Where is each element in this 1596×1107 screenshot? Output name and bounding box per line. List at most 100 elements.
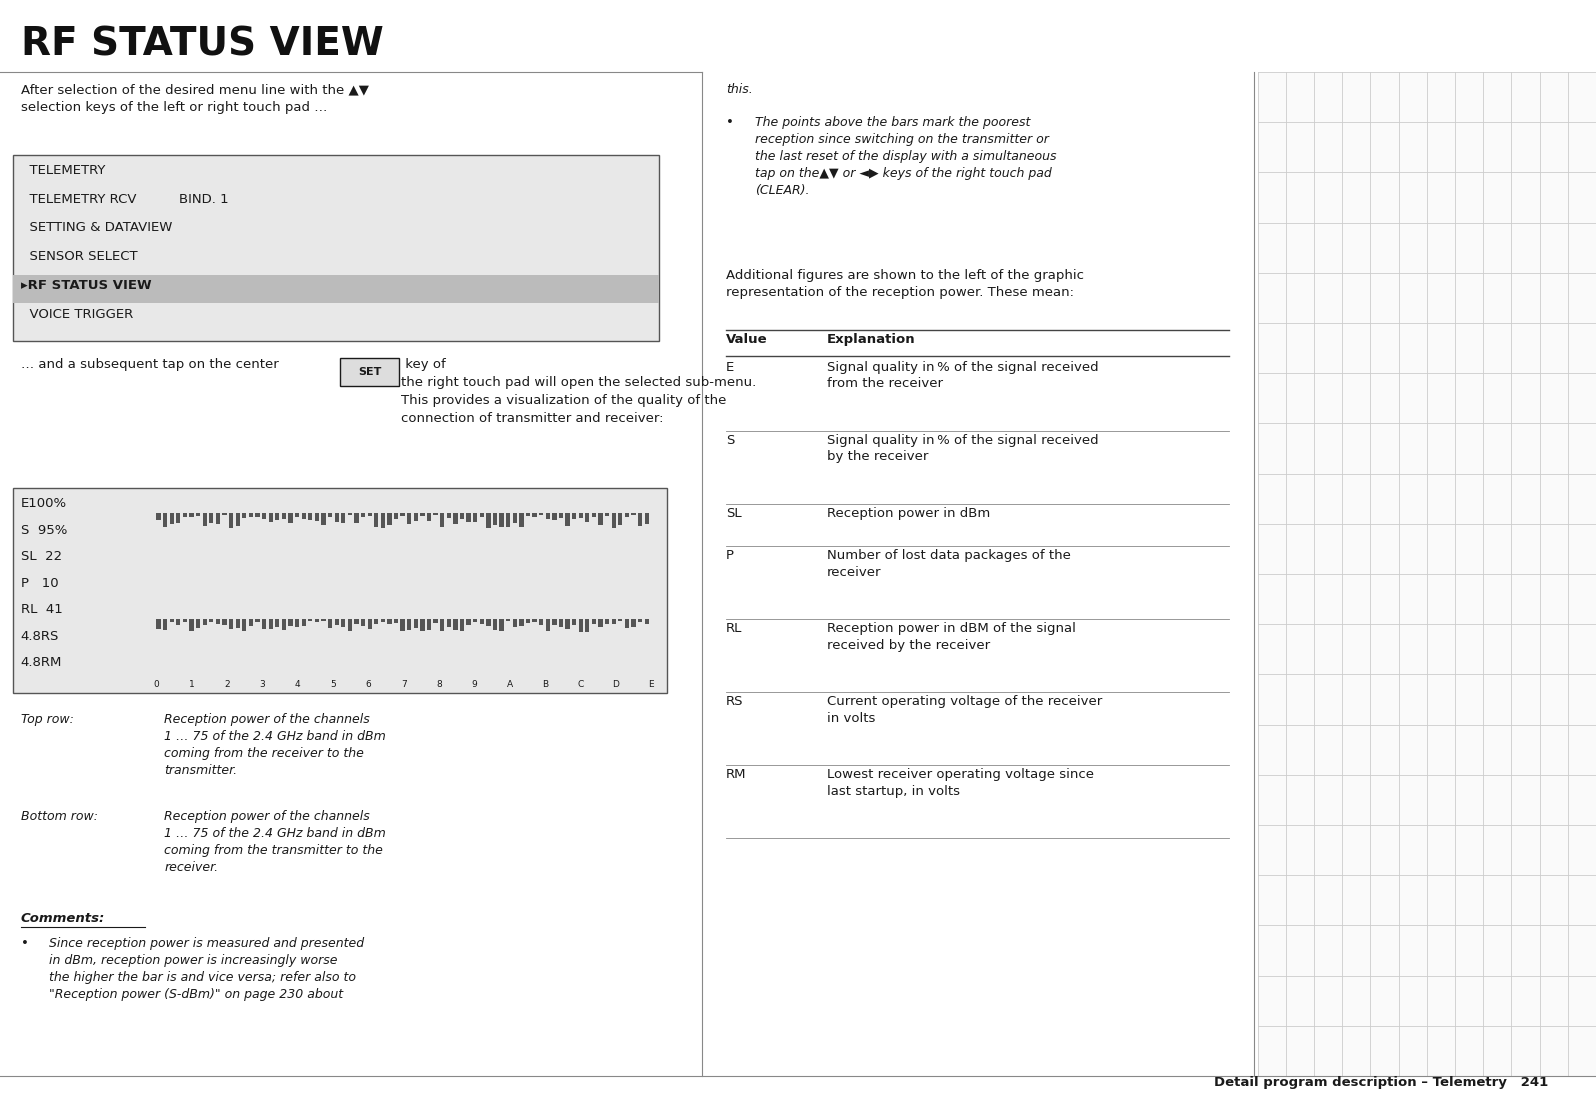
Bar — [381, 619, 385, 622]
Bar — [295, 513, 298, 517]
Bar — [373, 513, 378, 527]
Text: RL  41: RL 41 — [21, 603, 62, 617]
Text: RL: RL — [726, 622, 742, 635]
Bar — [163, 619, 168, 630]
Bar — [275, 619, 279, 628]
Bar — [466, 513, 471, 521]
Bar — [184, 619, 187, 622]
Bar — [500, 513, 504, 527]
Bar — [645, 619, 650, 624]
Bar — [440, 513, 444, 527]
Text: SENSOR SELECT: SENSOR SELECT — [21, 250, 137, 263]
Bar — [565, 619, 570, 629]
Bar — [413, 619, 418, 628]
Bar — [381, 513, 385, 528]
Text: B: B — [543, 680, 547, 689]
Bar — [525, 513, 530, 516]
Bar — [156, 619, 161, 629]
FancyBboxPatch shape — [340, 358, 399, 386]
Bar — [592, 619, 595, 624]
Bar — [268, 619, 273, 630]
Bar — [632, 619, 635, 627]
Text: RM: RM — [726, 768, 747, 782]
Bar — [579, 619, 583, 632]
Text: Reception power in dBM of the signal
received by the receiver: Reception power in dBM of the signal rec… — [827, 622, 1076, 652]
Text: SETTING & DATAVIEW: SETTING & DATAVIEW — [21, 221, 172, 235]
Bar — [434, 513, 437, 515]
Bar — [605, 619, 610, 624]
Bar — [624, 619, 629, 628]
Bar — [289, 619, 292, 627]
Text: Value: Value — [726, 333, 768, 346]
Bar — [571, 619, 576, 625]
Bar — [228, 513, 233, 528]
Text: Number of lost data packages of the
receiver: Number of lost data packages of the rece… — [827, 549, 1071, 579]
Text: this.: this. — [726, 83, 753, 96]
Bar — [413, 513, 418, 520]
Bar — [13, 275, 659, 303]
Bar — [506, 619, 511, 621]
Bar — [401, 619, 405, 631]
Bar — [533, 619, 536, 622]
Bar — [506, 513, 511, 527]
Bar — [176, 513, 180, 523]
Bar — [262, 513, 267, 519]
Bar — [401, 513, 405, 516]
Bar — [466, 619, 471, 624]
Text: Bottom row:: Bottom row: — [21, 810, 97, 824]
Bar — [203, 619, 207, 624]
Text: P: P — [726, 549, 734, 562]
Bar — [447, 619, 452, 627]
Bar — [605, 513, 610, 516]
Bar — [295, 619, 298, 627]
Bar — [632, 513, 635, 515]
Bar — [361, 619, 365, 625]
Bar — [348, 513, 353, 516]
Text: 6: 6 — [365, 680, 372, 689]
Bar — [512, 619, 517, 627]
Bar — [321, 513, 326, 525]
Text: 9: 9 — [471, 680, 477, 689]
Text: key of
the right touch pad will open the selected sub-menu.
This provides a visu: key of the right touch pad will open the… — [401, 358, 757, 425]
Bar — [275, 513, 279, 520]
Bar — [163, 513, 168, 527]
Bar — [209, 619, 214, 622]
Bar — [388, 513, 391, 526]
Bar — [586, 513, 589, 523]
Bar — [176, 619, 180, 625]
Text: Signal quality in % of the signal received
from the receiver: Signal quality in % of the signal receiv… — [827, 361, 1098, 391]
Bar — [314, 513, 319, 520]
Bar — [519, 513, 523, 527]
Bar — [420, 619, 425, 631]
Text: 8: 8 — [436, 680, 442, 689]
Bar — [184, 513, 187, 517]
Bar — [1258, 72, 1596, 1076]
Bar — [308, 513, 313, 519]
Bar — [222, 619, 227, 624]
Bar — [579, 513, 583, 518]
Bar — [209, 513, 214, 523]
Bar — [472, 513, 477, 523]
Text: SL  22: SL 22 — [21, 550, 62, 563]
Text: •: • — [726, 116, 734, 130]
Bar — [255, 619, 260, 622]
Text: RS: RS — [726, 695, 744, 708]
Bar — [361, 513, 365, 517]
Text: Reception power of the channels
1 … 75 of the 2.4 GHz band in dBm
coming from th: Reception power of the channels 1 … 75 o… — [164, 810, 386, 875]
Text: Reception power of the channels
1 … 75 of the 2.4 GHz band in dBm
coming from th: Reception power of the channels 1 … 75 o… — [164, 713, 386, 777]
Bar — [426, 619, 431, 630]
Bar — [618, 513, 622, 525]
Bar — [321, 619, 326, 621]
Bar — [354, 619, 359, 623]
Bar — [156, 513, 161, 519]
Bar — [487, 619, 490, 625]
Text: E100%: E100% — [21, 497, 67, 510]
Bar — [525, 619, 530, 623]
Bar — [453, 513, 458, 524]
Bar — [426, 513, 431, 521]
Bar — [196, 513, 200, 516]
Bar — [407, 619, 412, 630]
Bar — [611, 513, 616, 528]
Bar — [367, 513, 372, 516]
Bar — [638, 513, 642, 526]
